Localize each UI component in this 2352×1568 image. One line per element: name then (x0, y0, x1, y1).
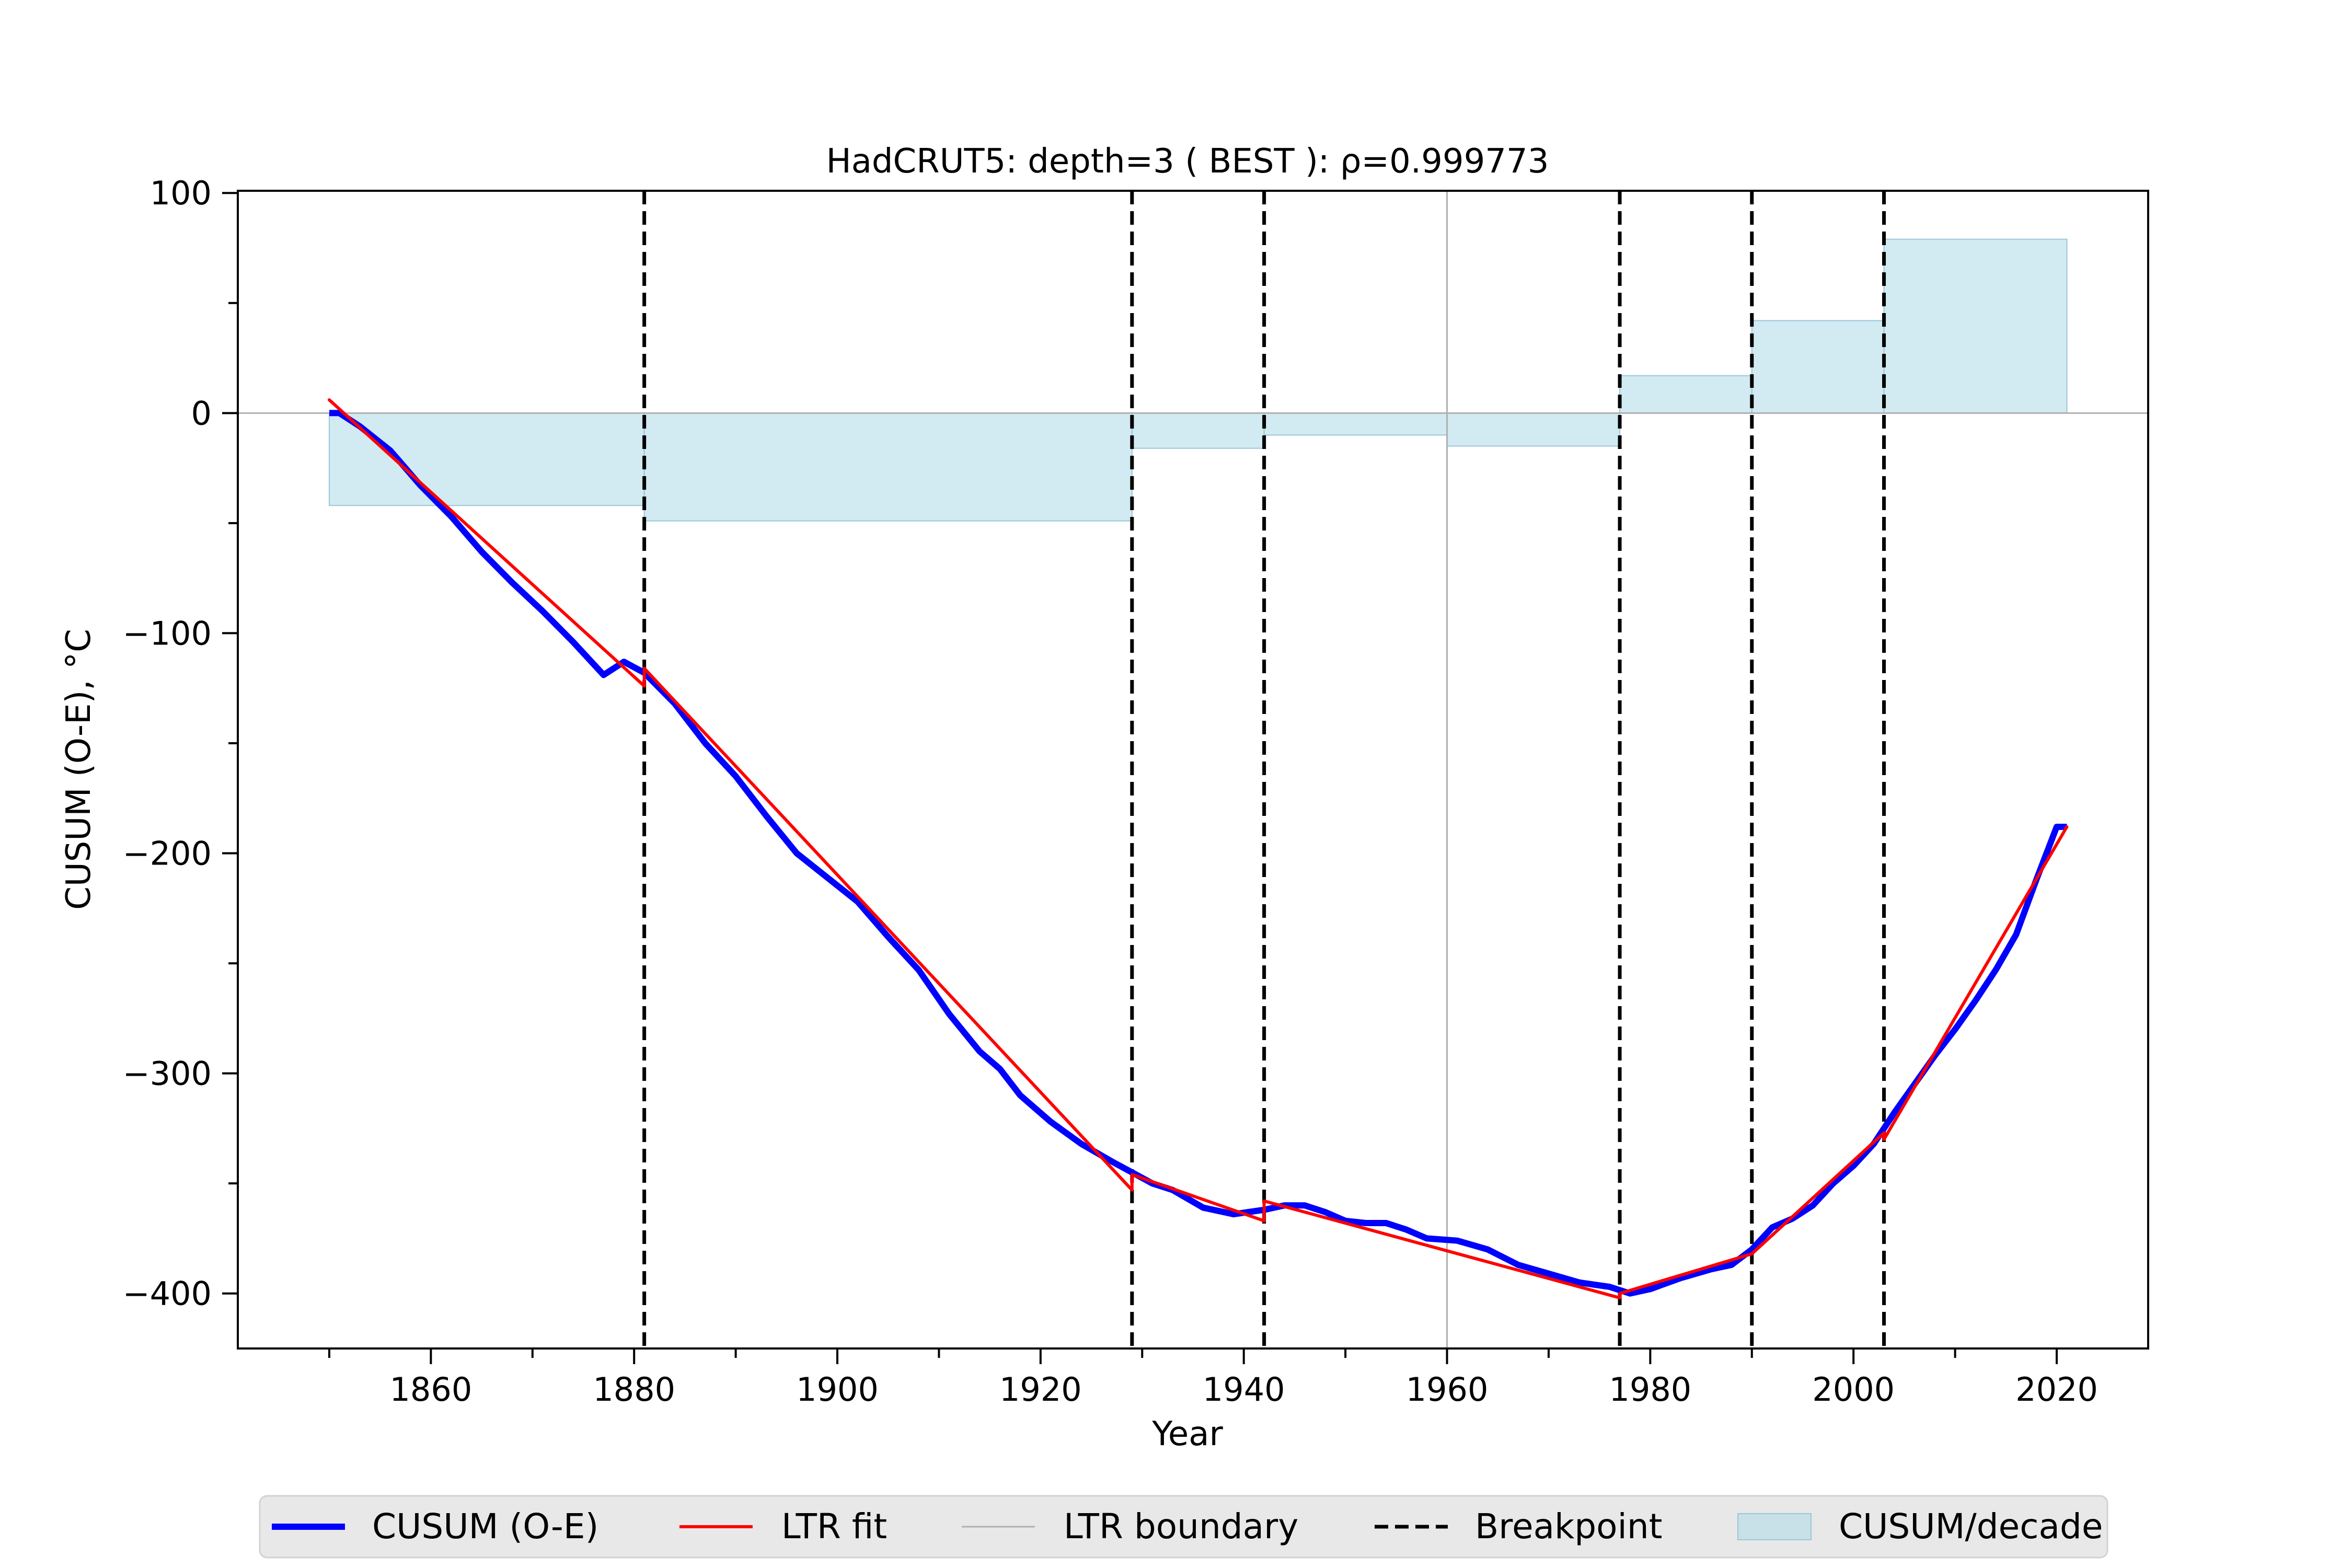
y-axis-title: CUSUM (O-E), °C (60, 629, 98, 910)
plot-axes (237, 190, 2149, 1350)
y-tick-label: −400 (123, 1275, 212, 1313)
x-tick-label: 1920 (999, 1370, 1082, 1409)
legend-label-5: CUSUM/decade (1839, 1506, 2103, 1547)
x-tick-label: 1960 (1406, 1370, 1489, 1409)
cusum-decade-bar-1 (328, 412, 645, 506)
ltr-fit-series (327, 398, 2069, 1300)
cusum-decade-bar-7 (1751, 320, 1885, 414)
cusum-decade-bar-5 (1446, 412, 1621, 447)
cusum-decade-bar-3 (1131, 412, 1265, 449)
x-tick-label: 2020 (2015, 1370, 2098, 1409)
legend-label-3: LTR boundary (1064, 1506, 1298, 1547)
x-tick-label: 1900 (796, 1370, 879, 1409)
y-tick-label: −100 (123, 614, 212, 652)
cusum-decade-bar-6 (1619, 375, 1753, 414)
legend: CUSUM (O-E) LTR fit LTR boundary Breakpoint… (259, 1495, 2108, 1559)
x-tick-label: 1880 (593, 1370, 675, 1409)
ltr-fit-segment-6 (1750, 1131, 1886, 1255)
cusum-per-decade-bars (328, 238, 2068, 522)
cusum-decade-bar-8 (1883, 238, 2068, 414)
y-tick-label: −200 (123, 835, 212, 873)
x-tick-label: 1940 (1203, 1370, 1285, 1409)
y-tick-label: 100 (150, 174, 212, 212)
x-tick-label: 1980 (1609, 1370, 1691, 1409)
legend-handle-5 (1737, 1513, 1812, 1540)
legend-box (259, 1495, 2108, 1559)
legend-label-2: LTR fit (781, 1506, 887, 1547)
ltr-fit-segment-4 (1262, 1199, 1622, 1300)
x-axis-ticks: 1860 1880 1900 1920 1940 1960 1980 2000 2020 (328, 1348, 2098, 1409)
y-tick-label: −300 (123, 1055, 212, 1093)
cusum-line (329, 410, 2067, 1297)
cusum-series (329, 410, 2067, 1297)
ltr-fit-segment-7 (1882, 825, 2069, 1141)
legend-label-4: Breakpoint (1475, 1506, 1663, 1547)
legend-label-1: CUSUM (O-E) (372, 1506, 598, 1547)
breakpoint-lines (642, 191, 1886, 1348)
cusum-decade-bar-4 (1263, 412, 1448, 436)
plot-frame (237, 190, 2149, 1350)
ltr-fit-segment-3 (1130, 1173, 1266, 1223)
cusum-decade-bar-2 (643, 412, 1133, 522)
x-tick-label: 2000 (1812, 1370, 1895, 1409)
x-tick-label: 1860 (389, 1370, 472, 1409)
ltr-fit-segment-1 (327, 398, 646, 688)
chart-title: HadCRUT5: depth=3 ( BEST ): ρ=0.999773 (826, 142, 1549, 181)
ltr-fit-segment-5 (1618, 1252, 1754, 1295)
x-axis-title: Year (1151, 1415, 1223, 1454)
ltr-fit-segment-2 (642, 666, 1134, 1192)
y-axis-ticks: 100 0 −100 −200 −300 −400 (123, 174, 238, 1313)
y-tick-label: 0 (191, 394, 212, 432)
